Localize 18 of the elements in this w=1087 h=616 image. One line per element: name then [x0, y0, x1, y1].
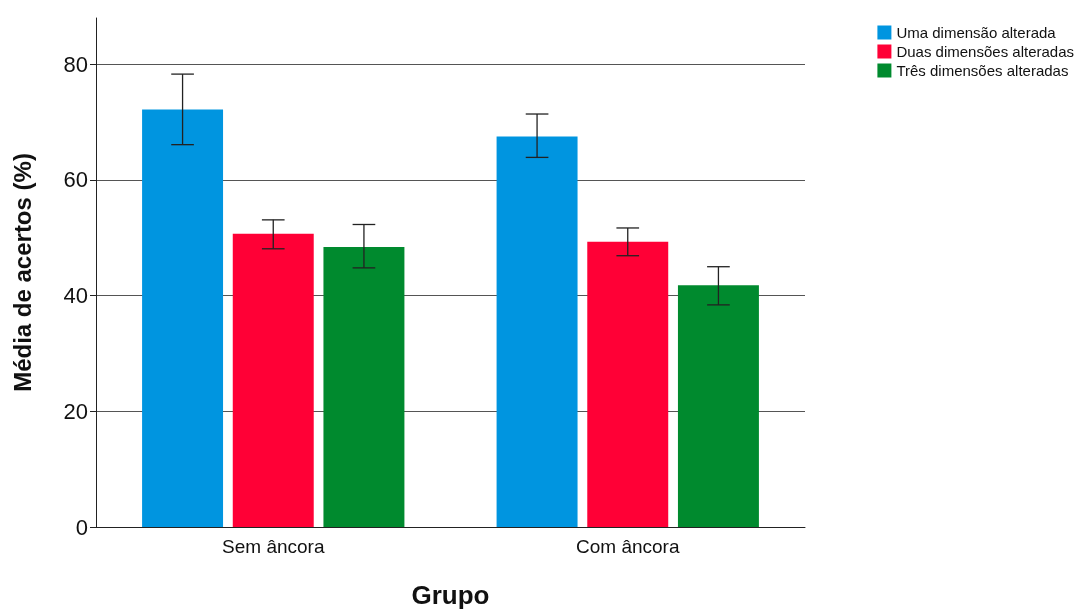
legend-label: Três dimensões alteradas — [896, 62, 1069, 79]
bar — [496, 136, 578, 527]
bar — [323, 247, 405, 527]
y-tick-label: 0 — [75, 514, 88, 540]
x-tick-label: Com âncora — [576, 536, 680, 557]
y-axis-title: Média de acertos (%) — [8, 153, 36, 392]
legend-label: Uma dimensão alterada — [896, 24, 1057, 41]
bar — [142, 109, 224, 527]
y-tick-label: 20 — [63, 398, 88, 424]
legend-label: Duas dimensões alteradas — [896, 43, 1075, 60]
x-axis-title: Grupo — [411, 580, 490, 610]
y-tick-label: 40 — [63, 283, 88, 309]
y-tick-label: 60 — [63, 167, 88, 193]
bar — [677, 285, 759, 527]
y-tick-label: 80 — [63, 51, 88, 77]
bar — [587, 241, 669, 527]
x-tick-label: Sem âncora — [222, 536, 325, 557]
bar — [232, 233, 314, 527]
